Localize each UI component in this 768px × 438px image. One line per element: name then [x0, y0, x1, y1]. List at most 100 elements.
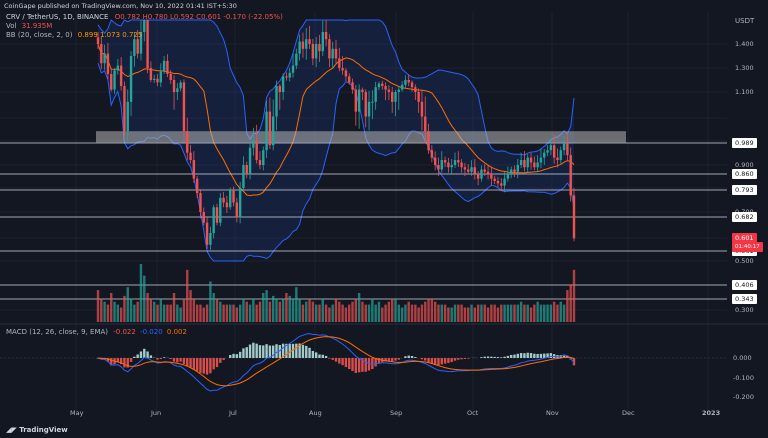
- candle-body: [566, 142, 569, 156]
- macd-histogram-bar: [235, 354, 239, 358]
- candle-body: [414, 87, 417, 92]
- legend-macd[interactable]: MACD (12, 26, close, 9, EMA) -0.022 -0.0…: [6, 328, 187, 337]
- volume-bar: [430, 298, 434, 322]
- volume-bar: [364, 304, 367, 322]
- volume-bar: [318, 304, 321, 322]
- macd-histogram-bar: [486, 356, 490, 358]
- candle-body: [179, 82, 182, 89]
- volume-bar: [285, 293, 288, 322]
- macd-histogram-bar: [318, 354, 321, 358]
- candle-body: [476, 174, 480, 179]
- macd-histogram-bar: [338, 358, 341, 364]
- candle-body: [252, 141, 255, 148]
- candle-body: [245, 165, 248, 174]
- volume-bar: [572, 269, 576, 322]
- macd-histogram-bar: [179, 358, 182, 362]
- macd-histogram-bar: [496, 357, 500, 358]
- candle-body: [490, 174, 493, 179]
- volume-bar: [222, 304, 225, 322]
- macd-histogram-bar: [281, 343, 285, 358]
- tradingview-logo[interactable]: ◢◤ TradingView: [6, 426, 68, 434]
- macd-histogram-bar: [424, 358, 427, 361]
- symbol-text: CRV / TetherUS, 1D, BINANCE: [6, 13, 109, 21]
- level-price-tag: 0.860: [732, 169, 757, 179]
- candle-body: [503, 178, 506, 186]
- volume-bar: [476, 304, 480, 322]
- candle-body: [215, 207, 219, 223]
- volume-bar: [377, 301, 381, 322]
- volume-bar: [215, 298, 219, 322]
- volume-bar: [324, 304, 328, 322]
- candle-body: [417, 92, 420, 102]
- macd-histogram-bar: [536, 353, 539, 358]
- candle-body: [225, 202, 229, 208]
- legend-bb[interactable]: BB (20, close, 2, 0) 0.899 1.073 0.725: [6, 31, 142, 40]
- candle-body: [156, 78, 159, 83]
- legend-volume[interactable]: Vol 31.935M: [6, 22, 52, 31]
- volume-bar: [301, 304, 305, 322]
- candle-body: [222, 197, 225, 203]
- candle-body: [159, 71, 163, 83]
- candle-body: [116, 65, 120, 71]
- publisher-line: CoinGape published on TradingView.com, N…: [4, 2, 237, 10]
- candle-body: [400, 84, 404, 90]
- volume-bar: [559, 301, 562, 322]
- volume-bar: [556, 304, 559, 322]
- macd-histogram-bar: [255, 343, 258, 358]
- candle-body: [238, 188, 242, 218]
- candle-body: [308, 39, 311, 44]
- volume-bar: [113, 301, 116, 322]
- macd-histogram-bar: [285, 343, 288, 358]
- volume-bar: [143, 275, 146, 322]
- macd-histogram-bar: [209, 358, 212, 374]
- candle-body: [139, 32, 143, 54]
- volume-bar: [519, 301, 523, 322]
- macd-histogram-bar: [450, 358, 453, 363]
- macd-histogram-bar: [410, 355, 414, 358]
- volume-bar: [513, 304, 516, 322]
- bb-basis-line: [97, 43, 575, 197]
- macd-histogram-bar: [414, 357, 417, 358]
- bb-fill: [98, 20, 574, 261]
- candle-body: [186, 131, 189, 153]
- candle-body: [143, 20, 146, 32]
- macd-value: -0.022: [113, 328, 136, 336]
- volume-bar: [427, 298, 430, 322]
- candle-body: [324, 32, 328, 40]
- legend-symbol[interactable]: CRV / TetherUS, 1D, BINANCE O0.782 H0.78…: [6, 13, 283, 22]
- candle-body: [384, 86, 387, 90]
- macd-histogram-bar: [480, 357, 483, 358]
- candle-body: [397, 89, 401, 92]
- macd-histogram-bar: [334, 358, 338, 362]
- y-tick-label: 1.300: [735, 64, 754, 72]
- macd-histogram-bar: [143, 348, 146, 358]
- candle-body: [123, 86, 126, 132]
- volume-bar: [500, 304, 503, 322]
- volume-bar: [443, 304, 447, 322]
- candle-body: [361, 89, 364, 92]
- macd-histogram-bar: [311, 350, 315, 358]
- candle-body: [523, 160, 526, 168]
- macd-histogram-bar: [331, 358, 334, 360]
- candle-body: [519, 160, 523, 165]
- macd-histogram-bar: [371, 358, 374, 370]
- hist-value: 0.002: [166, 328, 187, 336]
- volume-bars: [96, 264, 576, 322]
- volume-bar: [119, 307, 123, 322]
- volume-bar: [248, 304, 252, 322]
- currency-label: USDT: [735, 17, 755, 25]
- candle-body: [166, 60, 169, 74]
- macd-histogram-bar: [258, 345, 262, 358]
- x-tick-label: Aug: [309, 409, 322, 417]
- volume-bar: [182, 298, 186, 322]
- volume-bar: [179, 307, 182, 322]
- candle-body: [433, 157, 437, 165]
- x-tick-label: Jun: [151, 409, 162, 417]
- ohlc-text: O0.782 H0.780 L0.592 C0.601 -0.170 (-22.…: [114, 13, 283, 21]
- candle-body: [506, 174, 510, 179]
- y-tick-label: 0.900: [735, 161, 754, 169]
- candle-body: [265, 111, 268, 151]
- macd-histogram-bar: [344, 358, 348, 368]
- bb-upper-line: [97, 19, 575, 156]
